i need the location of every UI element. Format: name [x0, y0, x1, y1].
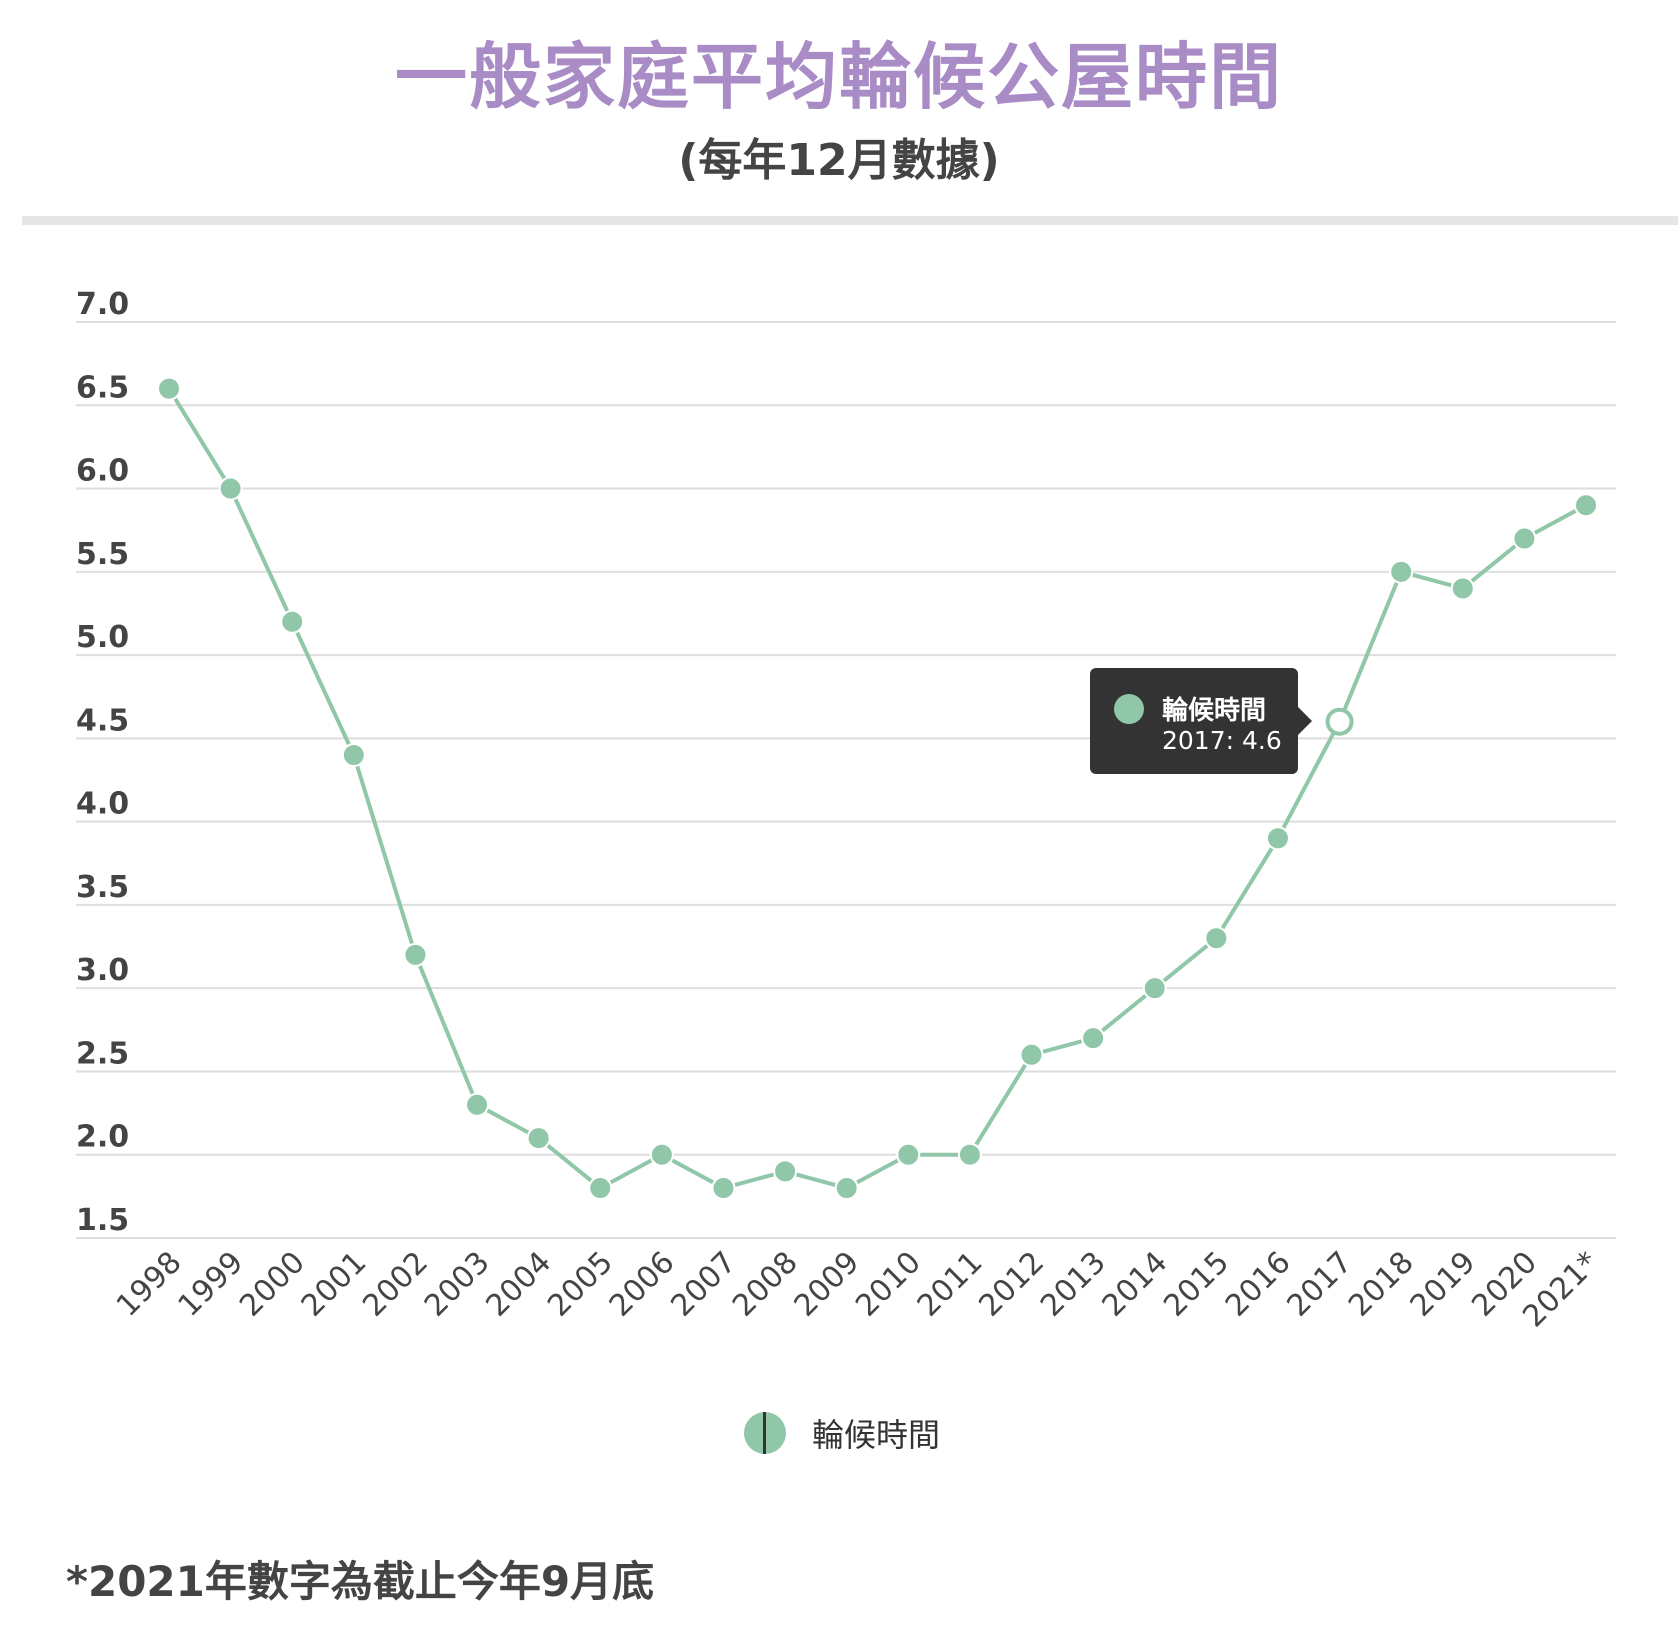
- x-tick-label: 2007: [664, 1245, 743, 1324]
- x-tick-label: 2016: [1219, 1245, 1298, 1324]
- data-point[interactable]: [280, 609, 305, 634]
- data-point[interactable]: [465, 1092, 490, 1117]
- x-tick-label: 2005: [541, 1245, 620, 1324]
- x-axis-ticks: 1998199920002001200220032004200520062007…: [110, 1245, 1606, 1334]
- tooltip-series-name: 輪候時間: [1162, 696, 1267, 726]
- y-tick-label: 2.0: [76, 1120, 129, 1155]
- x-tick-label: 2000: [233, 1245, 312, 1324]
- y-tick-label: 4.0: [76, 787, 129, 822]
- data-point[interactable]: [773, 1159, 798, 1184]
- y-tick-label: 4.5: [76, 703, 129, 738]
- data-point[interactable]: [834, 1176, 859, 1201]
- x-tick-label: 2004: [480, 1245, 559, 1324]
- x-tick-label: 2010: [849, 1245, 928, 1324]
- data-point[interactable]: [1142, 976, 1167, 1001]
- series-line: [167, 387, 1587, 1191]
- x-tick-label: 2018: [1342, 1245, 1421, 1324]
- data-point[interactable]: [1019, 1042, 1044, 1067]
- y-tick-label: 3.0: [76, 953, 129, 988]
- data-point[interactable]: [1389, 559, 1414, 584]
- x-tick-label: 2012: [972, 1245, 1051, 1324]
- data-point[interactable]: [341, 743, 366, 768]
- y-tick-label: 7.0: [76, 287, 129, 322]
- y-tick-label: 2.5: [76, 1036, 129, 1071]
- data-point[interactable]: [1204, 926, 1229, 951]
- legend-label[interactable]: 輪候時間: [812, 1416, 941, 1454]
- y-tick-label: 5.5: [76, 537, 129, 572]
- data-point[interactable]: [1512, 526, 1537, 551]
- y-tick-label: 1.5: [76, 1203, 129, 1238]
- x-tick-label: 1999: [172, 1245, 251, 1324]
- x-tick-label: 2015: [1157, 1245, 1236, 1324]
- series-line-layer: [167, 387, 1587, 1191]
- y-tick-label: 3.5: [76, 870, 129, 905]
- data-point[interactable]: [957, 1142, 982, 1167]
- grid-layer: [76, 321, 1616, 1239]
- data-point[interactable]: [1450, 576, 1475, 601]
- x-tick-label: 2019: [1404, 1245, 1483, 1324]
- x-tick-label: 2002: [356, 1245, 435, 1324]
- footnote: *2021年數字為截止今年9月底: [66, 1557, 655, 1606]
- data-point[interactable]: [218, 476, 243, 501]
- data-tooltip: 輪候時間 2017: 4.6: [1090, 668, 1312, 774]
- x-tick-label: 2011: [911, 1245, 990, 1324]
- chart-legend: 輪候時間: [744, 1410, 940, 1456]
- x-tick-label: 2013: [1034, 1245, 1113, 1324]
- data-point[interactable]: [403, 942, 428, 967]
- legend-marker-icon[interactable]: [744, 1412, 786, 1454]
- data-point[interactable]: [526, 1126, 551, 1151]
- y-axis-ticks: 1.5 2.0 2.5 3.0 3.5 4.0 4.5 5.0 5.5 6.0 6.5 7.0: [76, 287, 129, 1238]
- x-tick-label: 2014: [1096, 1245, 1175, 1324]
- x-tick-label: 2006: [603, 1245, 682, 1324]
- data-point[interactable]: [1081, 1026, 1106, 1051]
- data-point[interactable]: [157, 376, 181, 401]
- x-tick-label: 1998: [110, 1245, 189, 1324]
- series-points: [157, 376, 1598, 1201]
- data-point-highlighted[interactable]: [1325, 707, 1354, 736]
- tooltip-series-dot: [1114, 694, 1144, 724]
- data-point[interactable]: [649, 1142, 674, 1167]
- data-point[interactable]: [1574, 493, 1598, 518]
- data-point[interactable]: [588, 1176, 613, 1201]
- y-tick-label: 6.5: [76, 370, 129, 405]
- header-divider: [22, 216, 1678, 225]
- y-tick-label: 5.0: [76, 620, 129, 655]
- chart-subtitle: (每年12月數據): [678, 135, 1000, 186]
- data-point[interactable]: [896, 1142, 921, 1167]
- x-tick-label: 2017: [1280, 1245, 1359, 1324]
- data-point[interactable]: [1265, 826, 1290, 851]
- data-point[interactable]: [711, 1176, 736, 1201]
- x-tick-label: 2008: [726, 1245, 805, 1324]
- chart-title: 一般家庭平均輪候公屋時間: [394, 35, 1283, 119]
- x-tick-label: 2001: [295, 1245, 374, 1324]
- y-tick-label: 6.0: [76, 454, 129, 489]
- tooltip-value: 2017: 4.6: [1162, 726, 1282, 755]
- x-tick-label: 2009: [788, 1245, 867, 1324]
- x-tick-label: 2003: [418, 1245, 497, 1324]
